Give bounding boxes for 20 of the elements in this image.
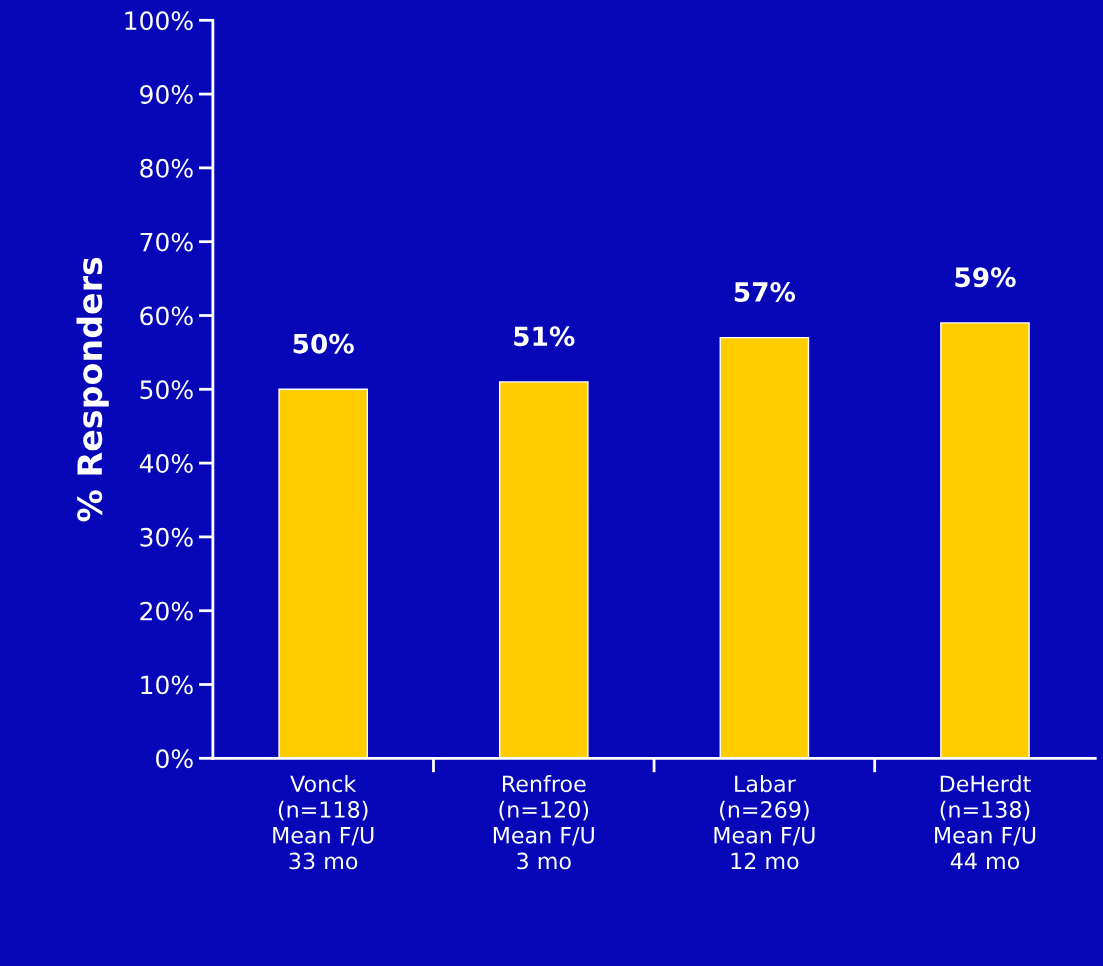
data-label: 59%: [955, 267, 1016, 288]
y-tick-label: 30%: [140, 527, 193, 547]
data-label: 50%: [293, 333, 354, 354]
y-tick-label: 90%: [140, 85, 193, 104]
y-tick-label: 60%: [140, 306, 193, 326]
x-tick-label: DeHerdt (n=138) Mean F/U 44 mo: [935, 774, 1036, 870]
y-tick-label: 100%: [125, 11, 193, 31]
x-tick-label: Renfroe (n=120) Mean F/U 3 mo: [493, 774, 594, 870]
y-tick-label: 50%: [140, 380, 193, 400]
y-tick-label: 20%: [140, 601, 193, 621]
data-label: 57%: [734, 282, 796, 302]
y-tick-label: 70%: [140, 232, 193, 252]
y-tick-label: 10%: [141, 675, 193, 695]
x-tick-label: Vonck (n=118) Mean F/U 33 mo: [273, 774, 374, 870]
x-tick-label: Labar (n=269) Mean F/U 12 mo: [714, 774, 815, 870]
data-label: 51%: [514, 326, 575, 347]
y-tick-label: 80%: [140, 158, 193, 178]
y-tick-label: 40%: [139, 454, 193, 473]
y-axis-title: % Responders: [76, 257, 109, 522]
y-tick-label: 0%: [156, 749, 193, 769]
